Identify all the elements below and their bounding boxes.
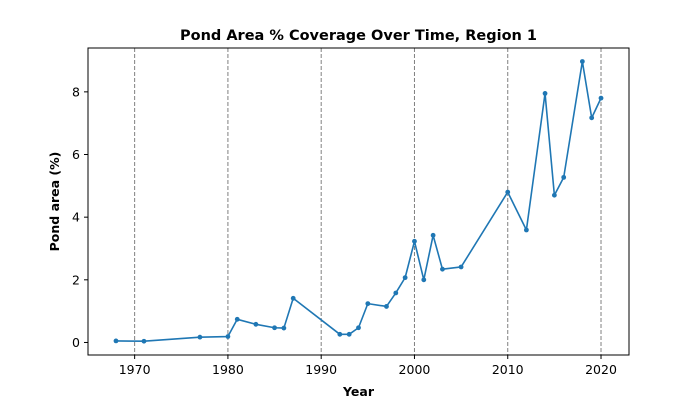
y-tick-label-4: 4 (72, 210, 80, 225)
data-point-1983 (253, 321, 259, 327)
data-point-1971 (141, 338, 147, 344)
data-point-1992 (337, 331, 343, 337)
x-axis-ticks: 1970 1980 1990 2000 2010 2020 (119, 355, 617, 377)
x-tick-label-1990: 1990 (305, 362, 337, 377)
data-point-1999 (402, 275, 408, 281)
data-point-1995 (365, 301, 371, 307)
data-point-2016 (561, 174, 567, 180)
x-tick-label-1970: 1970 (119, 362, 151, 377)
data-point-2001 (421, 277, 427, 283)
data-point-1994 (356, 325, 361, 331)
y-axis-label: Pond area (%) (47, 152, 62, 252)
data-point-2005 (458, 264, 464, 270)
data-point-2012 (523, 227, 529, 233)
data-point-1968 (113, 338, 119, 344)
y-tick-label-0: 0 (72, 335, 80, 350)
x-axis-label: Year (342, 384, 375, 399)
plot-area-frame (87, 47, 630, 356)
data-point-2019 (589, 115, 595, 121)
data-point-2020 (598, 95, 604, 101)
y-tick-label-8: 8 (72, 84, 80, 99)
data-point-1998 (393, 290, 399, 296)
data-point-2002 (430, 232, 436, 238)
data-point-1981 (234, 316, 240, 322)
data-point-2014 (542, 91, 548, 96)
series-line (113, 59, 604, 344)
y-axis-ticks: 0 2 4 6 8 (72, 84, 88, 350)
data-point-2010 (505, 189, 511, 195)
data-point-1977 (197, 334, 203, 340)
y-tick-label-2: 2 (72, 272, 80, 287)
data-point-2003 (440, 266, 445, 272)
x-tick-label-2000: 2000 (399, 362, 431, 377)
x-tick-label-2020: 2020 (585, 362, 617, 377)
data-point-1986 (281, 325, 287, 331)
x-tick-label-2010: 2010 (492, 362, 524, 377)
data-point-2015 (551, 192, 557, 198)
data-point-1997 (384, 304, 389, 309)
data-point-1993 (346, 331, 352, 337)
x-tick-label-1980: 1980 (212, 362, 244, 377)
data-point-2018 (579, 59, 585, 64)
series-line-0 (115, 60, 602, 343)
data-point-2000 (412, 238, 417, 244)
data-point-1987 (290, 295, 296, 301)
chart-title: Pond Area % Coverage Over Time, Region 1 (180, 28, 537, 44)
data-point-1980 (225, 334, 231, 339)
y-tick-label-6: 6 (72, 147, 80, 162)
data-point-1985 (272, 325, 277, 331)
